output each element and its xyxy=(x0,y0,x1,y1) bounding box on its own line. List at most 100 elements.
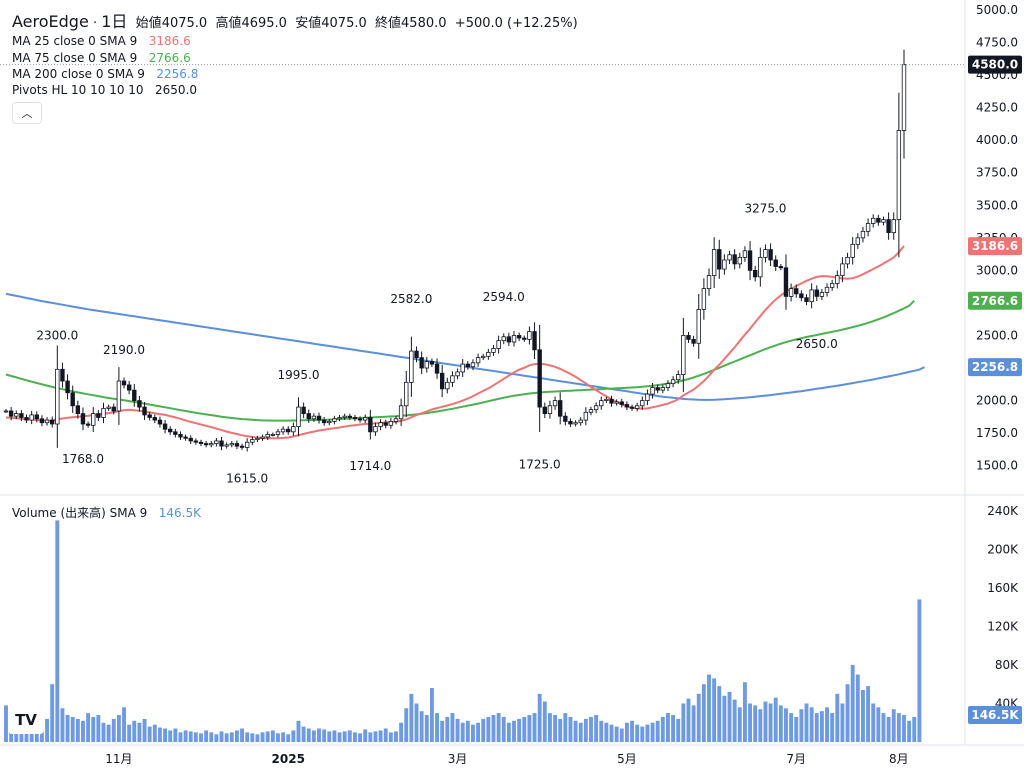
volume-bar xyxy=(630,720,634,742)
volume-bar xyxy=(614,726,619,742)
candlesticks xyxy=(0,49,965,452)
pivot-label: 2300.0 xyxy=(36,329,78,343)
volume-bar xyxy=(825,707,829,742)
volume-legend[interactable]: Volume (出来高) SMA 9 146.5K xyxy=(12,504,201,521)
legend-pivots-value: 2650.0 xyxy=(155,83,198,97)
volume-bar xyxy=(496,713,501,742)
volume-bar xyxy=(219,731,224,742)
legend-ma75-label: MA 75 close 0 SMA 9 xyxy=(12,51,138,65)
candle-down xyxy=(768,249,773,261)
volume-bar xyxy=(619,728,624,742)
volume-bar xyxy=(281,732,286,742)
candle-up xyxy=(829,282,835,288)
time-tick-label: 3月 xyxy=(448,752,468,766)
volume-legend-label: Volume (出来高) xyxy=(12,506,106,520)
legend-pivots[interactable]: Pivots HL 10 10 10 10 2650.0 xyxy=(12,82,197,98)
candle-up xyxy=(701,288,707,310)
volume-bar xyxy=(476,722,481,742)
candle-up xyxy=(424,361,429,369)
candle-up xyxy=(850,243,855,258)
legend-ma75-value: 2766.6 xyxy=(148,51,191,65)
volume-bar xyxy=(435,713,439,742)
price-tick-label: 3750.0 xyxy=(976,166,1018,180)
price-tick-label: 2000.0 xyxy=(976,394,1018,408)
symbol-name[interactable]: AeroEdge xyxy=(12,12,89,31)
pivot-label: 2594.0 xyxy=(483,290,525,304)
low-value: 4075.0 xyxy=(321,16,367,31)
candle-down xyxy=(203,443,209,446)
candle-down xyxy=(439,372,445,390)
collapse-legend-button[interactable]: ︿ xyxy=(12,102,42,124)
candle-down xyxy=(147,414,152,418)
volume-bar xyxy=(558,718,563,742)
pivot-label: 1725.0 xyxy=(519,457,561,471)
volume-bar xyxy=(327,731,332,742)
candle-up xyxy=(645,393,650,401)
volume-bars xyxy=(4,520,922,742)
candle-up xyxy=(660,387,666,391)
candle-down xyxy=(542,406,547,414)
volume-bar xyxy=(265,731,270,742)
price-tick-label: 5000.0 xyxy=(976,3,1018,17)
volume-bar xyxy=(645,724,650,742)
volume-bar xyxy=(789,713,794,742)
candle-down xyxy=(352,417,358,420)
candle-up xyxy=(511,335,517,343)
legend-ma25[interactable]: MA 25 close 0 SMA 9 3186.6 xyxy=(12,33,191,49)
candle-down xyxy=(655,387,660,391)
volume-bar xyxy=(727,691,732,742)
candle-up xyxy=(209,443,214,446)
volume-bar xyxy=(886,716,891,742)
candle-up xyxy=(373,426,378,433)
open-value: 4075.0 xyxy=(161,16,208,31)
time-axis: 11月 2025 3月 5月 7月 8月 xyxy=(105,752,908,766)
volume-bar xyxy=(111,718,116,742)
volume-bar xyxy=(286,734,291,742)
volume-bar xyxy=(506,722,511,742)
volume-tick-label: 80K xyxy=(995,658,1019,672)
candle-up xyxy=(255,437,260,441)
volume-bar xyxy=(742,682,747,742)
volume-bar xyxy=(465,720,470,742)
candle-up xyxy=(327,420,332,424)
pivot-label: 3275.0 xyxy=(744,202,786,216)
volume-bar xyxy=(460,722,465,742)
tradingview-logo-icon: TV xyxy=(15,711,37,729)
volume-bar xyxy=(352,732,357,742)
candle-up xyxy=(393,418,399,422)
volume-bar xyxy=(291,730,296,742)
volume-bar xyxy=(81,720,85,742)
volume-bar xyxy=(794,716,799,742)
candle-up xyxy=(788,288,794,297)
volume-bar xyxy=(450,713,455,742)
volume-bar xyxy=(773,697,778,742)
price-tick-label: 4250.0 xyxy=(976,101,1018,115)
candle-down xyxy=(49,419,55,425)
legend-ma75[interactable]: MA 75 close 0 SMA 9 2766.6 xyxy=(12,50,191,66)
candle-down xyxy=(173,431,178,435)
volume-bar xyxy=(388,732,393,742)
time-tick-label: 2025 xyxy=(272,752,305,766)
candle-down xyxy=(306,413,311,420)
volume-bar xyxy=(270,730,275,742)
high-value: 4695.0 xyxy=(241,16,287,31)
time-tick-label: 11月 xyxy=(105,752,132,766)
pivot-label: 2650.0 xyxy=(796,337,838,351)
candle-up xyxy=(106,406,111,409)
volume-bar xyxy=(373,731,378,742)
candle-up xyxy=(501,336,506,342)
interval-label[interactable]: 1日 xyxy=(101,12,128,31)
legend-ma200[interactable]: MA 200 close 0 SMA 9 2256.8 xyxy=(12,66,198,82)
candle-down xyxy=(60,368,65,382)
candle-up xyxy=(711,249,717,276)
candle-up xyxy=(250,439,255,443)
candle-up xyxy=(696,309,701,344)
volume-bar xyxy=(4,705,8,742)
candle-down xyxy=(609,398,614,404)
volume-bar xyxy=(804,703,809,742)
tradingview-logo[interactable]: TV xyxy=(8,706,44,734)
ma75-line xyxy=(5,299,916,422)
pivot-label: 1714.0 xyxy=(349,459,391,473)
candle-up xyxy=(496,340,501,349)
